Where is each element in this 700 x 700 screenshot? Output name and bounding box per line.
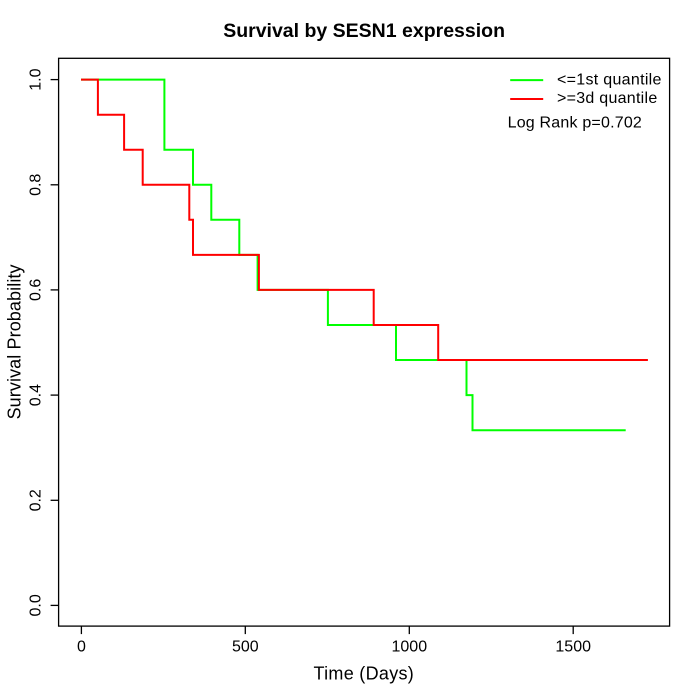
- svg-text:0: 0: [77, 639, 86, 656]
- svg-text:Survival by SESN1 expression: Survival by SESN1 expression: [223, 20, 505, 42]
- svg-text:0.4: 0.4: [28, 384, 45, 406]
- svg-text:0.8: 0.8: [28, 174, 45, 196]
- svg-text:<=1st quantile: <=1st quantile: [557, 71, 662, 88]
- svg-text:1000: 1000: [392, 639, 428, 656]
- svg-text:>=3d quantile: >=3d quantile: [557, 90, 658, 107]
- svg-text:1.0: 1.0: [28, 68, 45, 90]
- svg-text:500: 500: [232, 639, 259, 656]
- svg-text:0.6: 0.6: [28, 279, 45, 301]
- svg-text:0.2: 0.2: [28, 489, 45, 511]
- svg-text:Log Rank p=0.702: Log Rank p=0.702: [508, 114, 642, 131]
- svg-text:0.0: 0.0: [28, 594, 45, 616]
- svg-text:Time (Days): Time (Days): [313, 664, 414, 684]
- svg-text:Survival Probability: Survival Probability: [5, 264, 25, 419]
- svg-text:1500: 1500: [555, 639, 591, 656]
